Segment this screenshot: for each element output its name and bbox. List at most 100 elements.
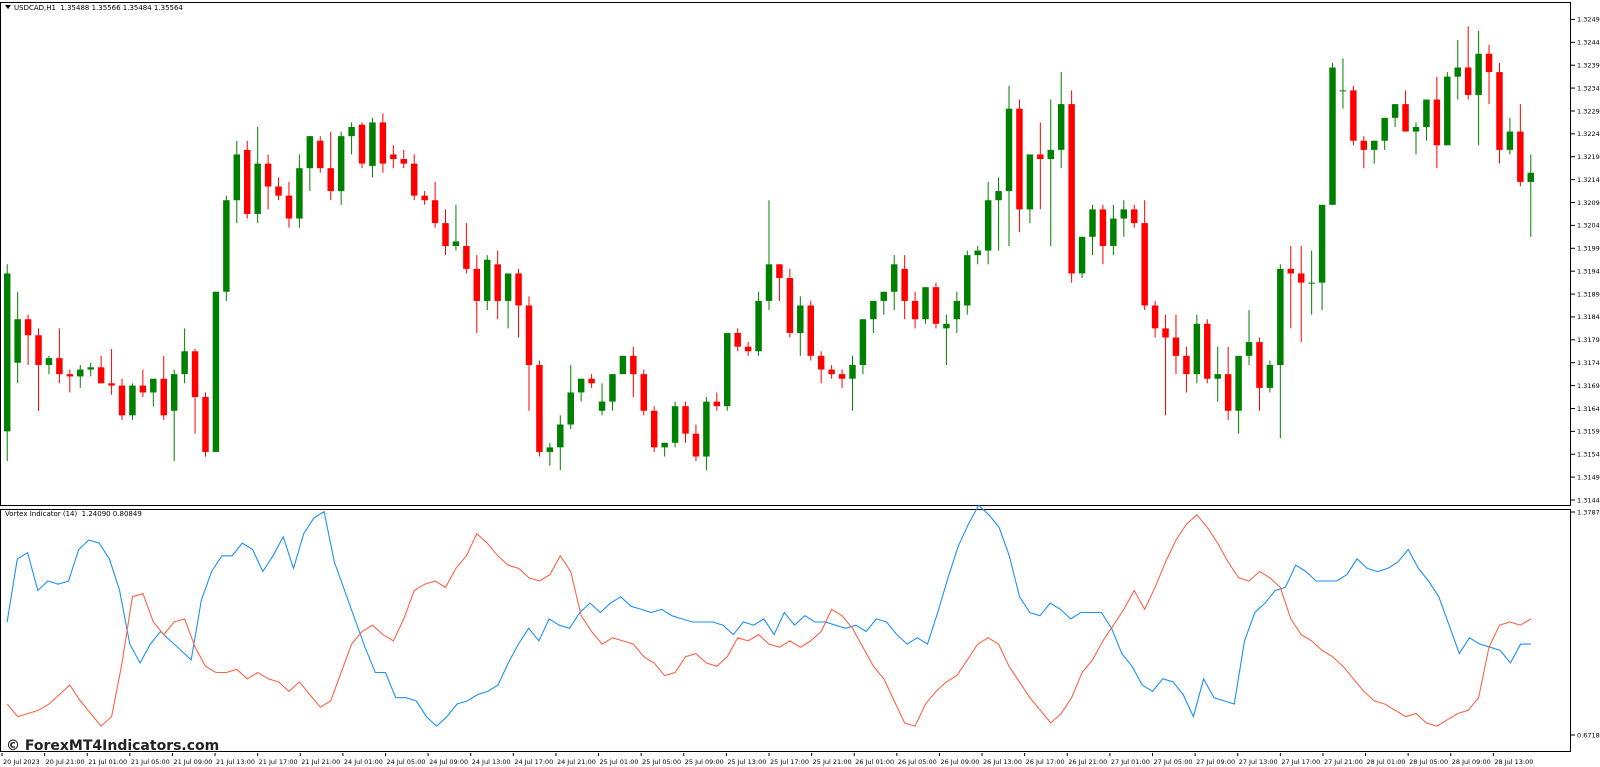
candle-body	[734, 332, 741, 347]
price-axis-label: 1.32045	[1577, 222, 1600, 230]
vortex-line-chart: 1.37874 0.67183	[6, 504, 1600, 739]
candle-body	[630, 355, 637, 375]
candle-body	[285, 195, 293, 219]
time-axis-label: 28 Jul 13:00	[1494, 758, 1533, 766]
price-axis-label: 1.32295	[1577, 107, 1600, 115]
candle-body	[1381, 117, 1388, 141]
candle-body	[1183, 355, 1190, 375]
time-axis-label: 25 Jul 21:00	[813, 758, 852, 766]
candle-body	[1214, 374, 1221, 379]
candle-body	[953, 300, 961, 320]
candle-body	[223, 200, 230, 292]
candle-body	[692, 433, 700, 457]
indicator-axis-label: 0.67183	[1577, 731, 1600, 739]
candle-body	[1047, 149, 1054, 160]
candle-body	[536, 364, 543, 452]
candle-body	[515, 273, 522, 306]
price-axis-label: 1.32395	[1577, 62, 1600, 70]
candle-body	[212, 291, 220, 452]
candle-body	[254, 163, 261, 214]
time-axis-label: 25 Jul 05:00	[642, 758, 681, 766]
price-chart-pane[interactable]: USDCAD,H1 1.35488 1.35566 1.35484 1.3556…	[0, 0, 1600, 507]
price-axis-label: 1.31445	[1577, 496, 1600, 504]
candle-body	[870, 300, 877, 320]
candle-body	[984, 200, 992, 251]
candle-body	[1360, 140, 1368, 150]
candle-body	[317, 140, 324, 169]
candle-body	[1235, 355, 1242, 411]
candle-body	[1068, 104, 1075, 274]
time-axis-label: 24 Jul 17:00	[514, 758, 553, 766]
candle-body	[776, 264, 783, 279]
candle-body	[1224, 374, 1232, 411]
candle-body	[1308, 282, 1315, 284]
candle-body	[139, 385, 147, 393]
time-axis-label: 26 Jul 09:00	[940, 758, 979, 766]
price-axis-label: 1.32445	[1577, 39, 1600, 47]
candle-body	[1433, 99, 1441, 146]
candle-body	[170, 374, 178, 411]
candle-body	[995, 191, 1002, 201]
candle-body	[1162, 328, 1169, 338]
candle-body	[191, 351, 199, 398]
candle-body	[661, 442, 668, 448]
time-axis-label: 21 Jul 05:00	[131, 758, 170, 766]
candle-body	[609, 374, 616, 402]
candle-body	[1245, 342, 1253, 356]
candle-body	[118, 385, 126, 416]
candle-body	[724, 332, 731, 407]
candle-body	[442, 223, 449, 246]
candle-body	[755, 300, 762, 352]
time-axis-label: 27 Jul 05:00	[1154, 758, 1193, 766]
candle-body	[650, 410, 658, 448]
candle-body	[1256, 342, 1263, 388]
time-axis-label: 20 Jul 21:00	[46, 758, 85, 766]
time-axis-label: 24 Jul 13:00	[472, 758, 511, 766]
candle-body	[1402, 104, 1409, 132]
price-axis-label: 1.31795	[1577, 336, 1600, 344]
candle-body	[619, 355, 627, 375]
candle-body	[504, 273, 512, 301]
time-axis-label: 24 Jul 05:00	[387, 758, 426, 766]
time-axis-label: 26 Jul 05:00	[898, 758, 937, 766]
price-chart-frame	[0, 2, 1571, 506]
vi-minus-line	[6, 514, 1532, 727]
candlestick-chart: 1.32495 1.32445 1.32395 1.32345 1.32295 1.322…	[3, 16, 1600, 504]
time-axis-label: 24 Jul 21:00	[557, 758, 596, 766]
time-axis: 20 Jul 2023 20 Jul 21:00 21 Jul 01:00 21 Ju…	[1, 753, 1533, 766]
time-axis-label: 25 Jul 13:00	[727, 758, 766, 766]
time-axis-label: 26 Jul 01:00	[855, 758, 894, 766]
candle-body	[77, 369, 84, 377]
candle-body	[901, 268, 908, 301]
candle-body	[1026, 154, 1034, 210]
candle-body	[1318, 204, 1326, 283]
price-axis-label: 1.32145	[1577, 176, 1600, 184]
candle-body	[1371, 140, 1378, 150]
price-axis-label: 1.31495	[1577, 473, 1600, 481]
candle-body	[24, 319, 32, 336]
chart-menu-triangle-icon[interactable]	[5, 5, 11, 9]
time-axis-label: 21 Jul 13:00	[216, 758, 255, 766]
candle-body	[682, 406, 689, 434]
candle-body	[400, 159, 407, 164]
candle-body	[1391, 104, 1399, 118]
candle-body	[296, 168, 303, 219]
vortex-indicator-pane[interactable]: Vortex Indicator (14) 1.24090 0.80849 1.…	[0, 504, 1600, 753]
time-axis-label: 25 Jul 01:00	[600, 758, 639, 766]
candle-body	[849, 364, 856, 379]
candle-body	[56, 358, 63, 375]
time-axis-label: 27 Jul 09:00	[1196, 758, 1235, 766]
candle-body	[473, 268, 481, 301]
price-axis-label: 1.31695	[1577, 382, 1600, 390]
indicator-title: Vortex Indicator (14) 1.24090 0.80849	[5, 510, 142, 518]
price-axis-label: 1.31845	[1577, 313, 1600, 321]
candle-body	[1444, 76, 1451, 146]
candle-body	[1089, 209, 1096, 237]
candle-body	[1120, 209, 1128, 219]
candle-body	[1329, 67, 1336, 205]
candle-body	[337, 136, 345, 192]
candle-body	[828, 369, 835, 375]
candle-body	[243, 149, 251, 214]
price-axis-label: 1.32095	[1577, 199, 1600, 207]
price-axis-label: 1.31745	[1577, 359, 1600, 367]
